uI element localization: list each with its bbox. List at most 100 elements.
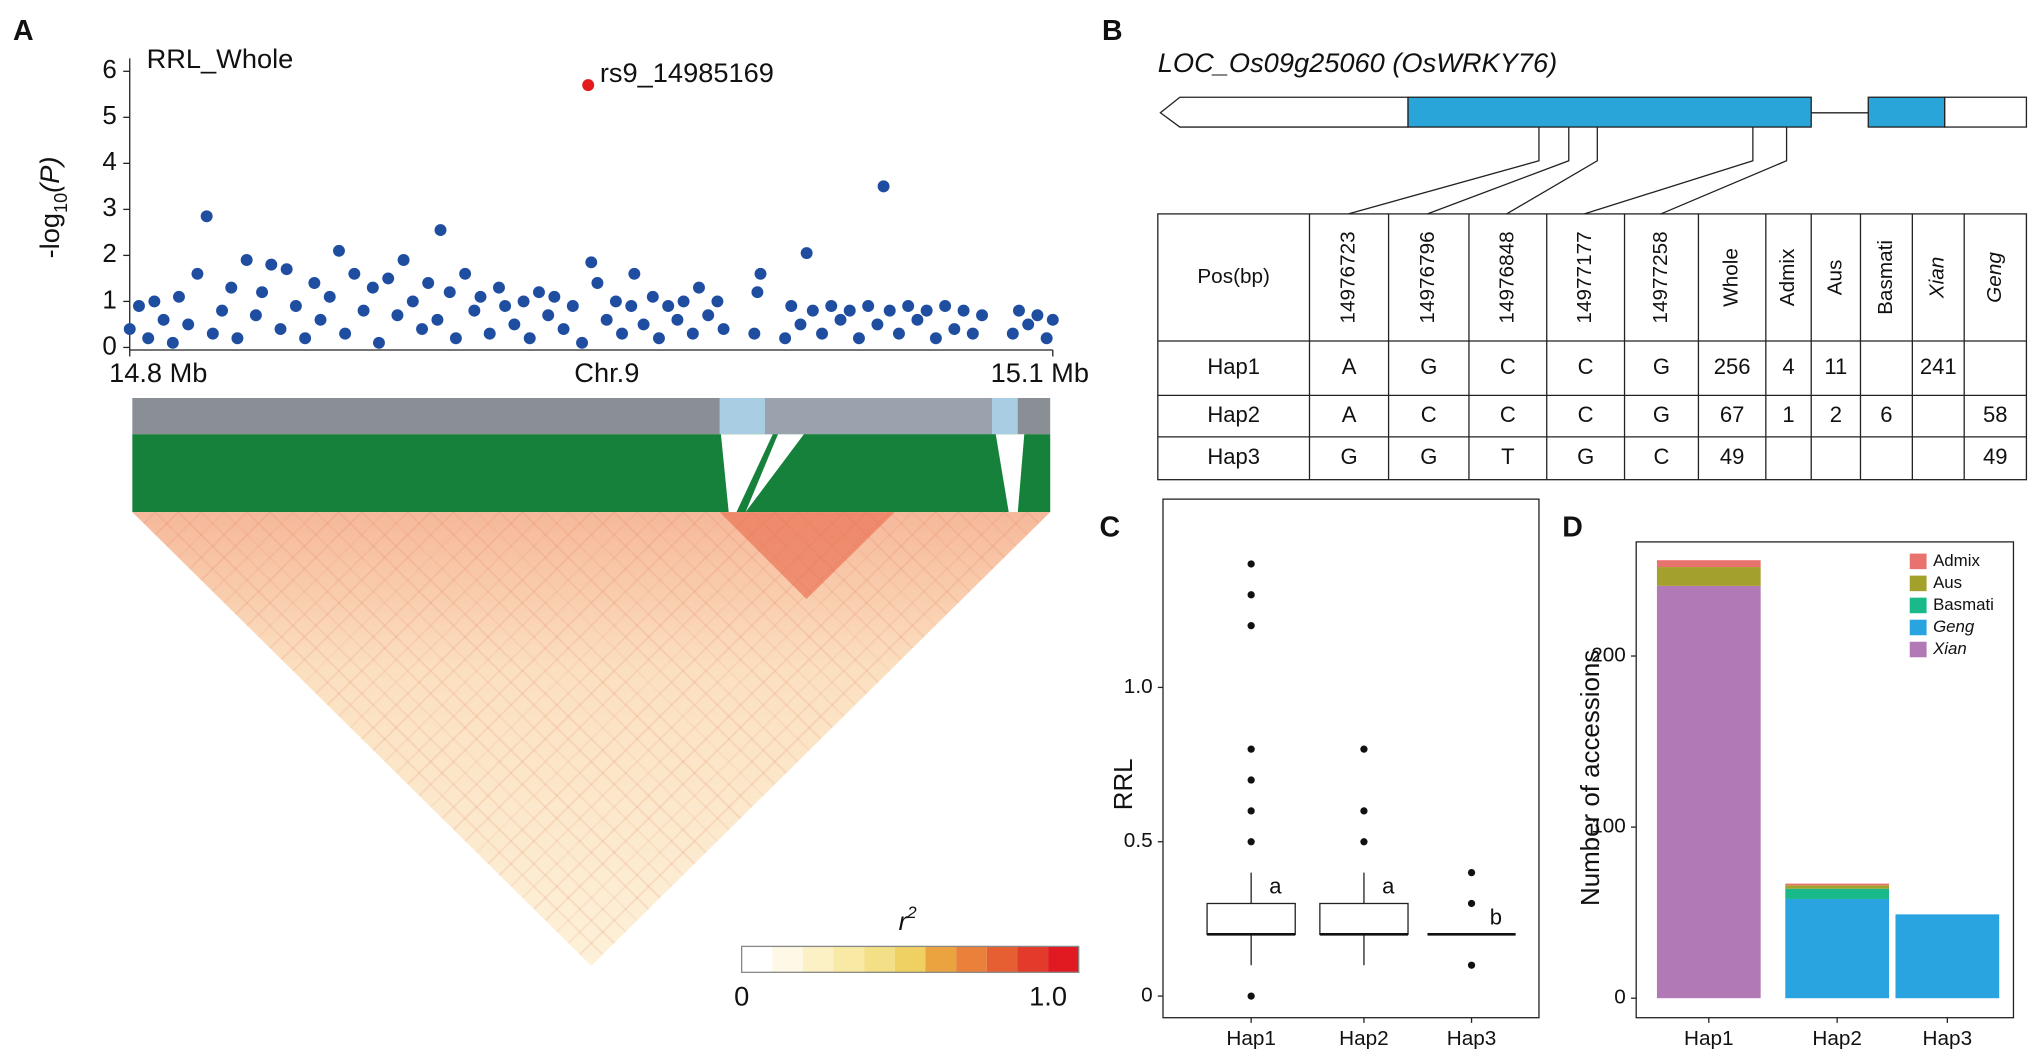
colorbar-title-part: 2 [906, 903, 917, 922]
ld-texture [475, 511, 822, 854]
ld-texture [326, 511, 524, 706]
point [443, 286, 456, 299]
table-cell: A [1342, 354, 1357, 379]
point [677, 295, 690, 308]
point [662, 300, 675, 312]
outlier [1467, 961, 1476, 969]
point [173, 290, 185, 303]
point [843, 304, 856, 317]
ld-texture [429, 511, 730, 808]
ld-texture [556, 511, 983, 933]
point [231, 332, 244, 345]
ld-texture [384, 511, 638, 763]
ld-texture [372, 511, 615, 752]
legend-swatch [1909, 575, 1927, 592]
point [702, 309, 715, 322]
ld-texture [177, 511, 615, 944]
point [142, 332, 155, 345]
point [806, 304, 819, 317]
outlier [1247, 745, 1255, 753]
ld-heatmap [132, 511, 1051, 966]
panel-letter: B [1102, 15, 1123, 47]
ld-texture [292, 511, 455, 672]
legend-swatch [1909, 597, 1927, 614]
point [957, 304, 970, 317]
point [976, 309, 988, 322]
bar-segment [1785, 898, 1889, 999]
bar-segment [1656, 560, 1761, 568]
point [508, 318, 521, 331]
point [748, 327, 761, 340]
outlier [1360, 807, 1368, 815]
point [785, 300, 798, 312]
table-header: 14977258 [1649, 231, 1672, 323]
ld-texture [705, 511, 879, 683]
ld-texture [682, 511, 868, 695]
point [939, 300, 952, 312]
outlier [1247, 992, 1255, 1000]
colorbar-cell [956, 946, 987, 973]
ld-texture [177, 511, 225, 559]
point [628, 267, 641, 280]
point [366, 281, 379, 294]
point [274, 323, 287, 335]
colorbar-cell [925, 946, 957, 973]
point [422, 277, 435, 289]
point [406, 295, 419, 308]
point [123, 323, 136, 335]
colorbar-tick-label: 0 [734, 980, 749, 1011]
colorbar-title: r2 [899, 903, 918, 936]
ld-texture [498, 511, 868, 876]
y-tick-label: 100 [1591, 815, 1626, 838]
x-tick-label: Hap2 [1812, 1027, 1862, 1050]
point [256, 286, 269, 299]
bar-segment [1656, 567, 1761, 586]
point [240, 254, 253, 266]
point [483, 327, 496, 340]
highlight-point [582, 79, 595, 92]
legend-swatch [1909, 619, 1927, 636]
y-tick-label: 5 [102, 102, 116, 130]
y-tick-label: 0 [102, 332, 116, 360]
point [686, 327, 699, 340]
annotation: a [1382, 874, 1395, 899]
point [333, 244, 345, 257]
y-axis-label-part: 10 [51, 193, 71, 213]
y-tick-label: 0 [1141, 984, 1153, 1007]
outlier [1360, 745, 1368, 753]
ld-texture [452, 511, 753, 808]
point [862, 300, 875, 312]
colorbar-frame [741, 945, 1080, 973]
x-tick-label: 14.8 Mb [109, 357, 207, 388]
point [1012, 304, 1025, 317]
ld-texture [797, 511, 925, 638]
table-cell: A [1342, 402, 1357, 427]
ld-texture [579, 511, 1028, 956]
ld-texture [154, 511, 604, 956]
ld-texture [223, 511, 638, 922]
bar-segment [1785, 888, 1889, 899]
point [1006, 327, 1019, 340]
point [1046, 313, 1059, 326]
colorbar-cell [1048, 946, 1079, 973]
point [646, 290, 659, 303]
table-cell: Hap1 [1207, 354, 1260, 379]
gene-title: LOC_Os09g25060 (OsWRKY76) [1158, 47, 1557, 78]
point [557, 323, 570, 335]
ld-texture [567, 511, 1005, 944]
y-tick-label: 0 [1614, 986, 1626, 1009]
point [148, 295, 161, 308]
point [883, 304, 896, 317]
x-tick-label: Hap2 [1339, 1027, 1389, 1050]
colorbar-cell [894, 946, 926, 973]
table-cell: 2 [1830, 402, 1842, 427]
point [280, 263, 293, 276]
ld-texture [475, 511, 765, 797]
ld-texture [1026, 511, 1040, 525]
ld-texture [429, 511, 742, 820]
point [920, 304, 933, 317]
point [308, 277, 321, 289]
ld-texture [544, 511, 799, 763]
table-cell: 241 [1920, 354, 1957, 379]
